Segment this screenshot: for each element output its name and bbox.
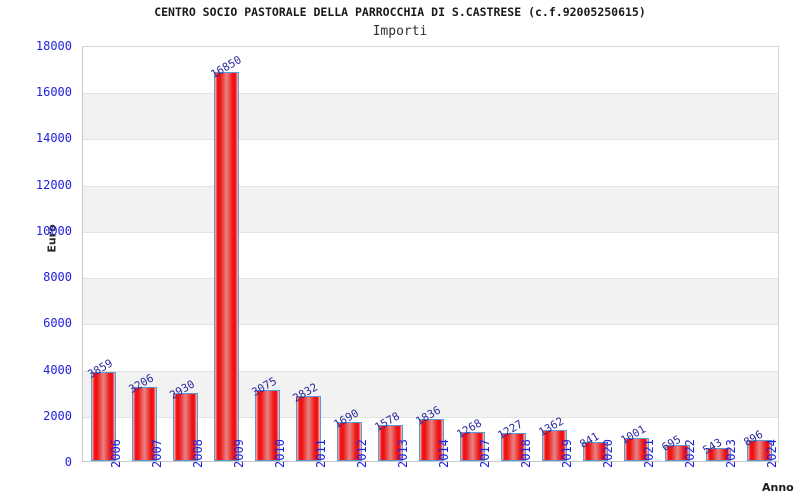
gridline <box>83 416 778 418</box>
y-axis-tick-label: 10000 <box>35 223 72 238</box>
bar[interactable] <box>583 441 608 461</box>
bar[interactable] <box>296 395 321 461</box>
gridline <box>83 324 778 326</box>
y-axis-tick-label: 18000 <box>35 39 72 53</box>
y-axis-tick-label: 2000 <box>43 408 72 423</box>
bar[interactable] <box>501 432 526 461</box>
x-axis-tick-label: 2014 <box>436 439 451 468</box>
x-axis-tick-label: 2023 <box>723 439 738 468</box>
x-axis-tick-label: 2007 <box>149 439 164 468</box>
chart-title: CENTRO SOCIO PASTORALE DELLA PARROCCHIA … <box>154 5 646 19</box>
y-axis-tick-label: 0 <box>64 455 72 469</box>
x-axis-title: Anno <box>762 481 794 494</box>
x-axis-tick-label: 2012 <box>354 439 369 468</box>
gridline <box>83 93 778 95</box>
x-axis-tick-label: 2010 <box>272 439 287 468</box>
bar[interactable] <box>665 444 690 461</box>
gridline <box>83 139 778 141</box>
background-band <box>83 93 778 140</box>
bar[interactable] <box>255 389 280 461</box>
bar[interactable] <box>337 421 362 461</box>
bar[interactable] <box>542 429 567 461</box>
bar[interactable] <box>624 437 649 461</box>
x-axis-tick-label: 2008 <box>190 439 205 468</box>
bar[interactable] <box>173 393 198 461</box>
x-axis-tick-label: 2020 <box>600 439 615 468</box>
x-axis-tick-label: 2021 <box>641 439 656 468</box>
bar[interactable] <box>460 431 485 461</box>
x-axis-tick-label: 2006 <box>108 439 123 468</box>
x-axis-tick-label: 2018 <box>518 439 533 468</box>
bar[interactable] <box>378 424 403 461</box>
y-axis-tick-label: 6000 <box>43 316 72 331</box>
chart-subtitle: Importi <box>372 24 428 39</box>
y-axis-tick-label: 4000 <box>43 362 72 377</box>
bar[interactable] <box>91 371 116 461</box>
bar[interactable] <box>132 386 157 461</box>
bar[interactable] <box>747 440 772 461</box>
y-axis-tick-label: 16000 <box>35 85 72 100</box>
x-axis-tick-label: 2024 <box>764 439 779 468</box>
y-axis-tick-label: 14000 <box>35 131 72 146</box>
gridline <box>83 278 778 280</box>
gridline <box>83 370 778 372</box>
plot-area: 3859 3206 2930 16850 3075 2832 1690 1578 1836 126… <box>82 46 779 462</box>
bar[interactable] <box>706 448 731 461</box>
background-band <box>83 185 778 232</box>
gridline <box>83 231 778 233</box>
gridline <box>83 185 778 187</box>
background-band <box>83 370 778 417</box>
x-axis-tick-label: 2011 <box>313 439 328 468</box>
bar[interactable] <box>419 418 444 461</box>
x-axis-tick-label: 2009 <box>231 439 246 468</box>
y-axis-tick-label: 8000 <box>43 270 72 285</box>
y-axis-tick-label: 12000 <box>35 177 72 192</box>
background-band <box>83 278 778 325</box>
x-axis-tick-label: 2017 <box>477 439 492 468</box>
bar[interactable] <box>214 71 239 461</box>
x-axis-tick-label: 2013 <box>395 439 410 468</box>
x-axis-tick-label: 2019 <box>559 439 574 468</box>
x-axis-tick-label: 2022 <box>682 439 697 468</box>
